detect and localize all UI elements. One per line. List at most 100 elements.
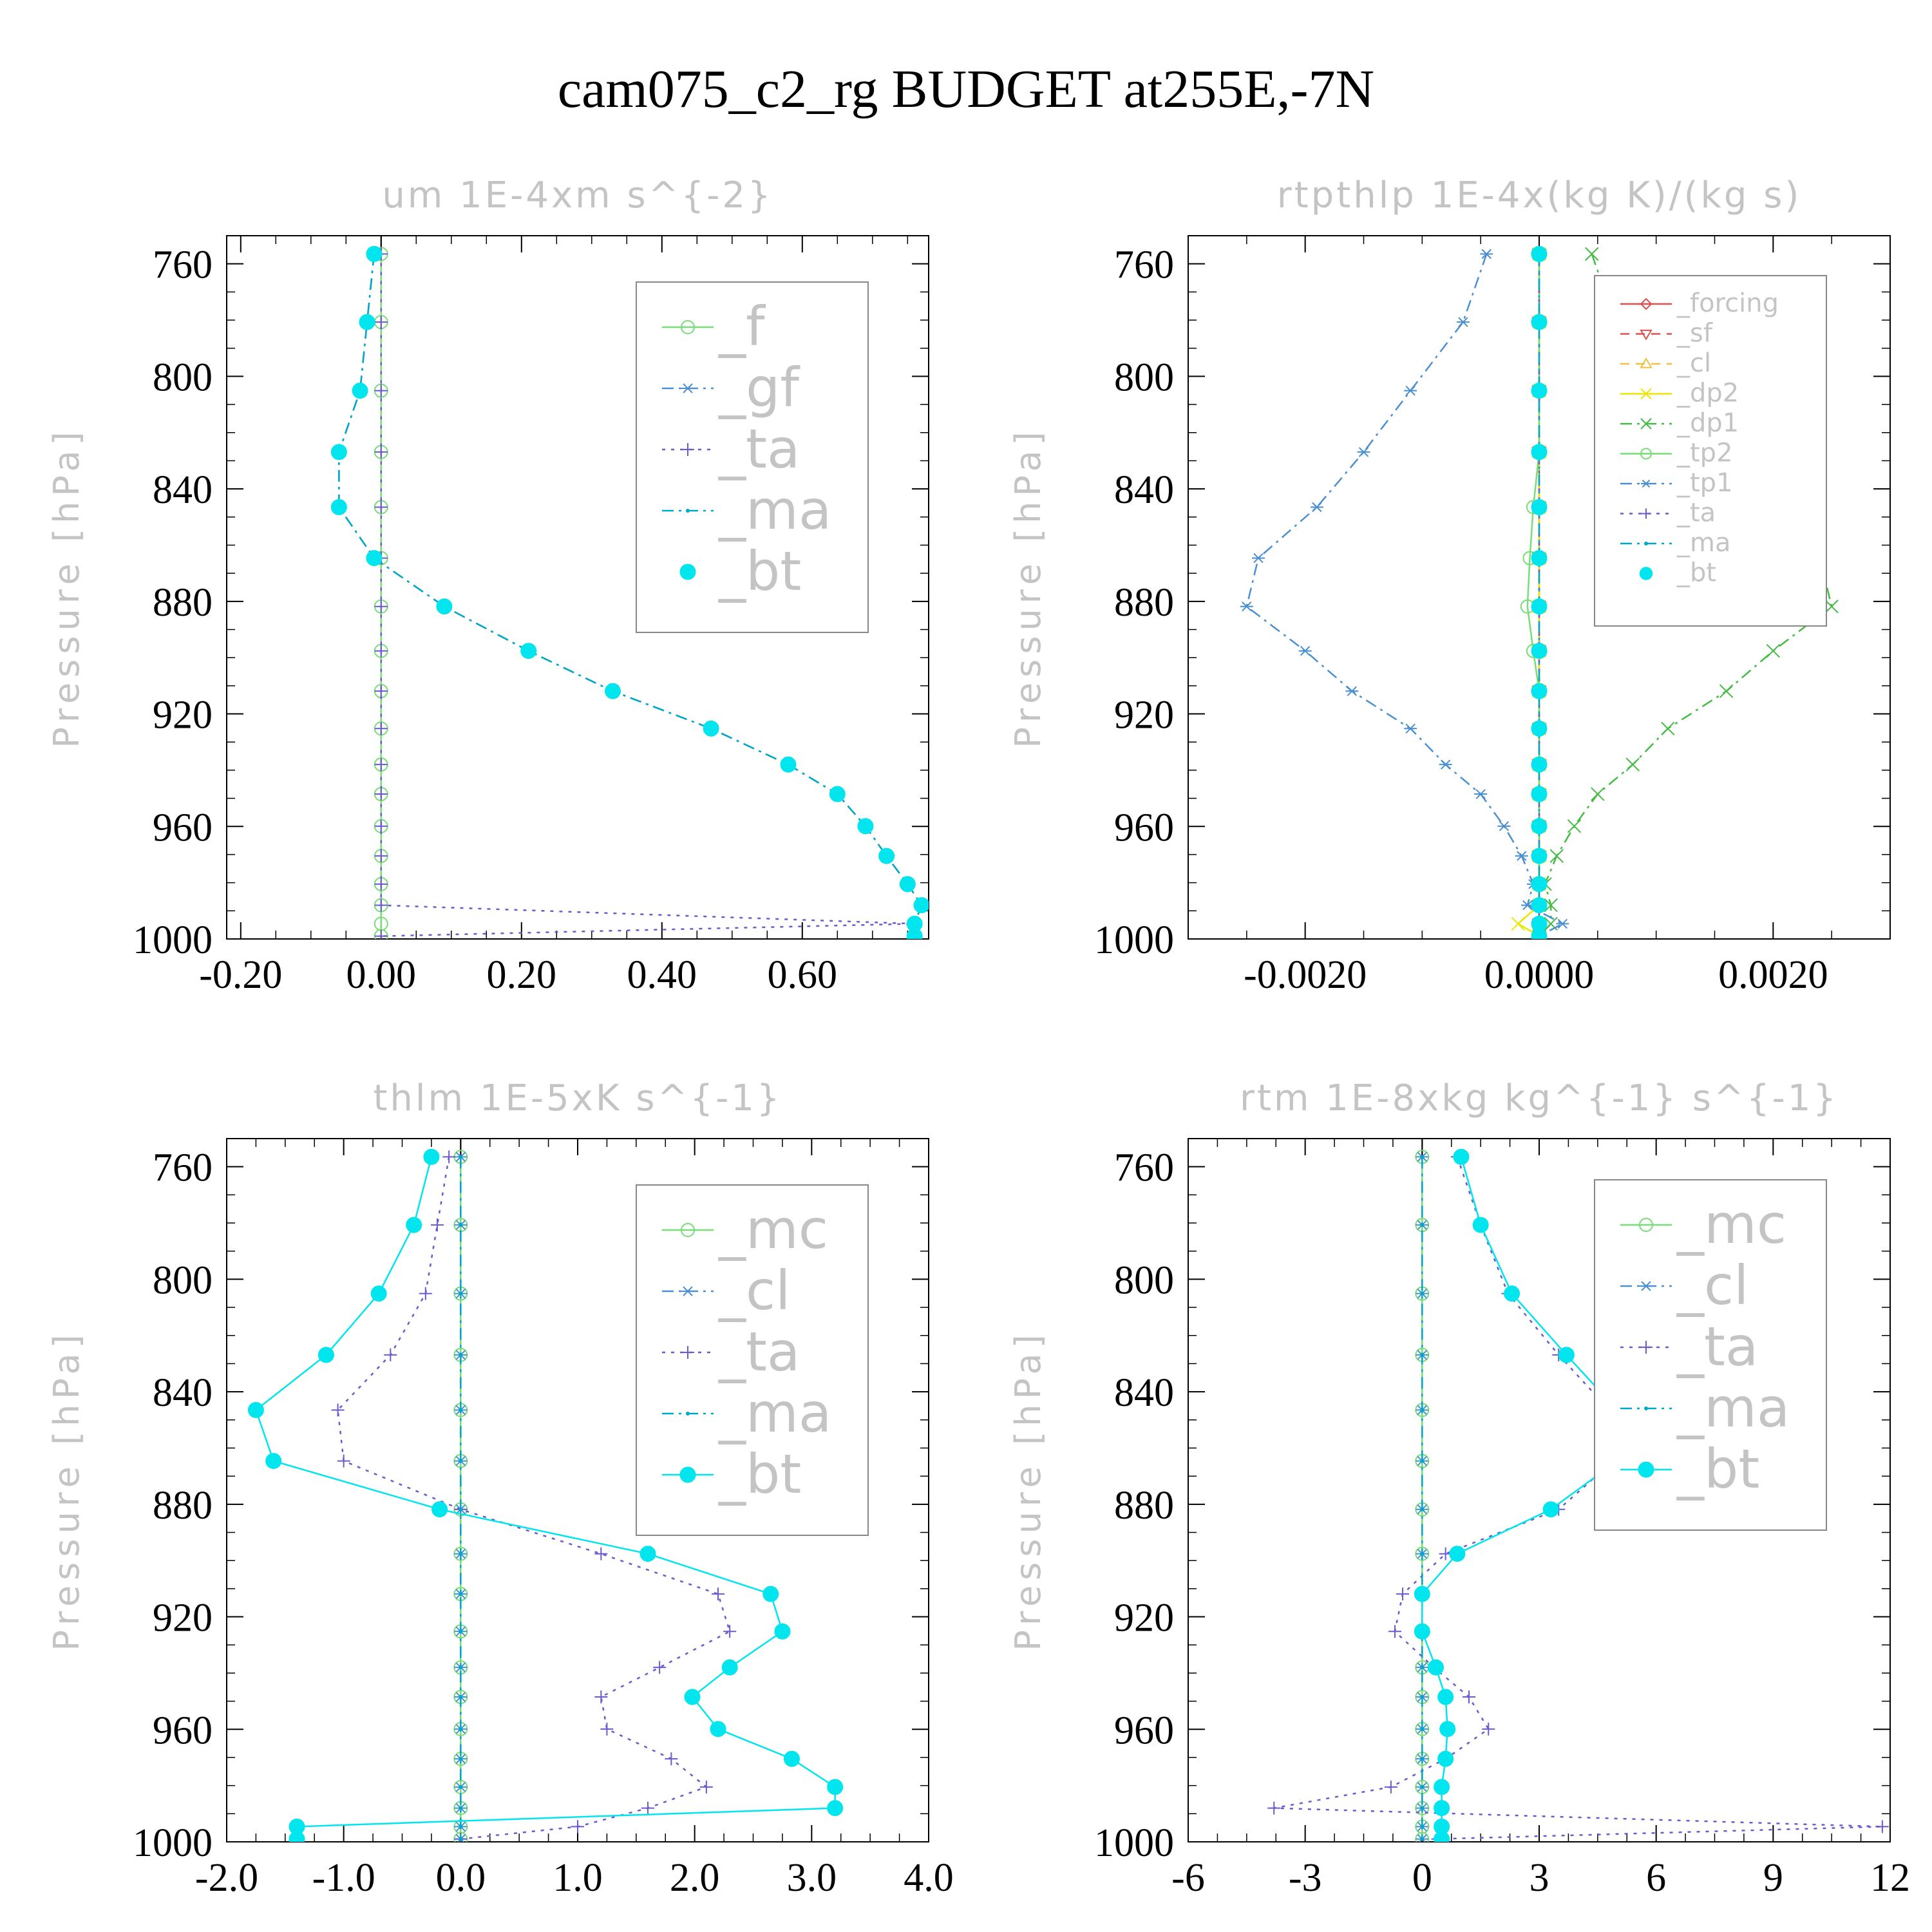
y-tick-label: 920 [153, 1596, 213, 1640]
legend-label: _bt [718, 540, 801, 603]
series-bt [330, 245, 929, 939]
legend-label: _ta [1676, 498, 1716, 528]
y-tick-label: 960 [1114, 806, 1174, 849]
series-bt-point [330, 499, 347, 516]
series-ta-point [374, 788, 388, 801]
series-bt-point [721, 1659, 738, 1676]
legend-marker [681, 320, 695, 334]
series-ta-point [594, 1547, 608, 1560]
legend-marker [686, 1412, 690, 1416]
series-tp1-point [1480, 249, 1493, 260]
series-bt-point [317, 1347, 334, 1363]
series-bt-point [1414, 1586, 1430, 1602]
series-tp1-point [1240, 601, 1253, 612]
series-bt-point [762, 1586, 779, 1602]
series-ta-point [653, 1661, 667, 1674]
legend-label: _bt [1676, 1437, 1759, 1501]
y-tick-label: 920 [153, 694, 213, 737]
series-ma-point [459, 1757, 463, 1761]
series-tp1 [1240, 249, 1569, 939]
series-bt-point [1531, 444, 1548, 460]
series-bt-point [1472, 1217, 1489, 1233]
legend-marker [681, 443, 694, 456]
legend-label: _dp2 [1676, 379, 1739, 408]
series-ma-point [1420, 1785, 1425, 1789]
legend-label: _tp1 [1676, 468, 1733, 498]
legend-label: _forcing [1676, 289, 1779, 318]
series-ta-point [594, 1690, 608, 1704]
series-bt-point [1531, 756, 1548, 773]
y-tick-label: 960 [1114, 1709, 1174, 1752]
series-ma-point [459, 1727, 463, 1731]
legend-marker [681, 1223, 695, 1237]
y-tick-label: 920 [1114, 1596, 1174, 1640]
series-bt-point [1437, 1750, 1454, 1767]
series-ta-point [712, 1587, 724, 1601]
legend-label: _ma [718, 1381, 831, 1444]
legend-marker [679, 1466, 696, 1483]
panel-thlm: thlm 1E-5xK s^{-1} Pressure [hPa] 760 800 84… [46, 1077, 954, 1900]
series-ma-point [459, 1592, 463, 1596]
series-ma-point [1420, 1507, 1425, 1511]
series-bt-point [710, 1721, 726, 1738]
series-bt-point [1453, 1148, 1470, 1165]
legend-marker [1640, 357, 1653, 368]
series-bt-point [878, 848, 895, 864]
x-tick-label: 0.20 [487, 953, 557, 997]
series-ta-line [1273, 1156, 1882, 1840]
series-ma-point [459, 1837, 463, 1841]
y-tick-label: 840 [1114, 1371, 1174, 1415]
series-bt-point [1531, 818, 1548, 835]
panel-title: rtm 1E-8xkg kg^{-1} s^{-1} [1240, 1077, 1839, 1119]
series-bt-point [352, 383, 368, 399]
series-ma-point [459, 1695, 463, 1700]
series-bt-point [1434, 1831, 1450, 1842]
series-bt-point [1531, 550, 1548, 567]
series-ma-point [459, 1459, 463, 1463]
legend-label: _sf [1676, 319, 1713, 348]
series-ta-point [1384, 1780, 1397, 1794]
x-tick-label: 0.0020 [1718, 953, 1828, 997]
series-dp1-point [1567, 819, 1582, 833]
y-tick-label: 1000 [133, 1821, 213, 1865]
legend-label: _bt [718, 1443, 801, 1506]
y-tick-label: 760 [153, 1146, 213, 1190]
series-tp1-point [1556, 918, 1569, 929]
legend-label: _cl [718, 1259, 791, 1322]
series-bt-point [899, 876, 916, 893]
series-layer [330, 245, 929, 939]
x-tick-label: -6 [1171, 1856, 1205, 1900]
series-ta-point [374, 722, 388, 735]
series-ma-point [459, 1824, 463, 1829]
series-bt-point [289, 1831, 305, 1842]
legend-marker [681, 1346, 694, 1359]
series-bt-point [1437, 1689, 1454, 1705]
series-ma-point [459, 1629, 463, 1634]
legend-marker [1640, 388, 1652, 400]
series-bt-point [1531, 786, 1548, 802]
series-ma-point [459, 1155, 463, 1159]
series-ma-point [1420, 1806, 1425, 1810]
x-tick-label: 3.0 [787, 1856, 837, 1900]
legend-marker [681, 1286, 694, 1296]
series-bt-point [913, 897, 929, 914]
series-ta-point [1482, 1722, 1495, 1736]
y-axis-label: Pressure [hPa] [1008, 1329, 1048, 1651]
y-tick-label: 880 [1114, 1484, 1174, 1528]
y-tick-label: 760 [153, 243, 213, 287]
y-tick-label: 960 [153, 1709, 213, 1752]
series-ma-point [459, 1785, 463, 1789]
series-ma-point [1420, 1223, 1425, 1227]
series-ta-point [419, 1287, 432, 1300]
legend-label: _bt [1676, 558, 1716, 588]
series-tp1-point [1515, 851, 1528, 861]
series-ta-point [431, 1218, 444, 1232]
panel-rtm: rtm 1E-8xkg kg^{-1} s^{-1} Pressure [hPa]… [1008, 1077, 1910, 1900]
y-tick-label: 800 [1114, 1258, 1174, 1302]
legend-box [636, 1184, 869, 1536]
series-bt-point [436, 598, 453, 615]
legend-marker [686, 509, 690, 513]
legend-marker [1641, 508, 1651, 519]
x-tick-label: -0.0020 [1244, 953, 1367, 997]
series-layer [1240, 245, 1839, 939]
